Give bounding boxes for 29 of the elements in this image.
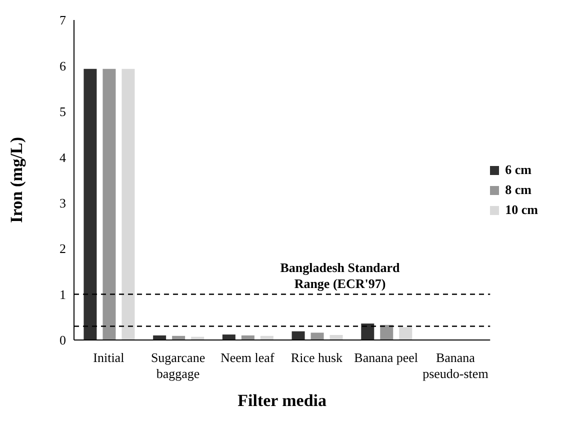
y-tick-label: 6 [60, 58, 66, 74]
bar [122, 68, 135, 340]
x-axis-title: Filter media [238, 391, 328, 410]
y-tick-label: 5 [60, 104, 66, 120]
bar [310, 332, 324, 340]
x-tick-label: Sugarcane baggage [150, 350, 206, 381]
y-tick-label: 7 [60, 12, 66, 28]
legend-label: 6 cm [505, 162, 532, 178]
y-axis-title: Iron (mg/L) [7, 136, 26, 224]
x-tick-label: Initial [93, 350, 125, 365]
bar [361, 324, 374, 340]
legend-label: 8 cm [505, 182, 532, 198]
y-tick-label: 3 [60, 195, 66, 210]
legend-label: 10 cm [505, 202, 538, 218]
bar [292, 331, 305, 340]
bar [222, 334, 236, 340]
y-tick-label: 0 [60, 332, 66, 348]
bar [102, 68, 116, 340]
y-tick-label: 2 [60, 241, 66, 256]
x-tick-label: Rice husk [290, 350, 344, 365]
bar [84, 68, 97, 340]
x-tick-label: Neem leaf [220, 350, 275, 365]
x-tick-label: Banana peel [354, 350, 418, 365]
x-tick-label: Banana pseudo-stem [422, 350, 488, 381]
bar [330, 334, 343, 340]
bar [399, 327, 412, 340]
annotation: Bangladesh Standard Range (ECR'97) [279, 260, 401, 292]
y-tick-label: 4 [60, 150, 66, 165]
y-tick-label: 1 [60, 286, 66, 302]
